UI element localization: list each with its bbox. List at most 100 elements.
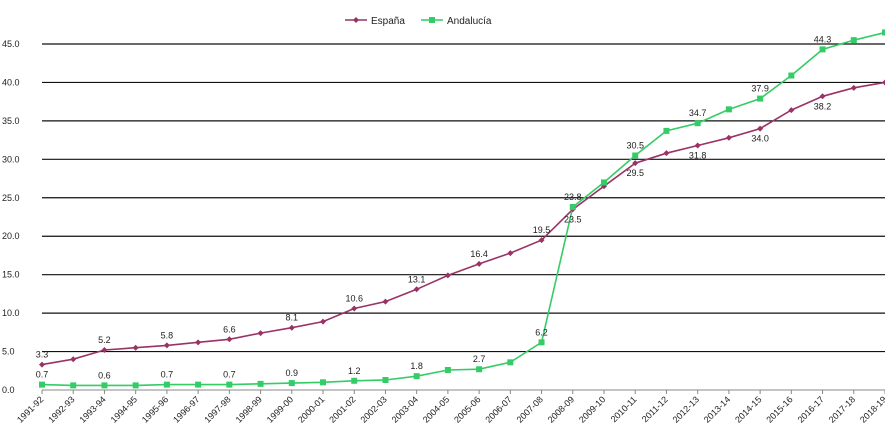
data-point-diamond: [70, 356, 77, 363]
y-tick-label: 20.0: [2, 231, 20, 241]
data-point-diamond: [819, 93, 826, 100]
data-label: 23.5: [564, 214, 582, 224]
data-point-square: [39, 381, 45, 388]
data-point-diamond: [288, 324, 295, 331]
series-lines: [41, 31, 885, 387]
x-tick-label: 2005-06: [452, 394, 482, 424]
data-label: 5.8: [161, 330, 174, 340]
data-point-square: [257, 380, 264, 387]
x-tick-label: 1996-97: [171, 394, 201, 424]
x-tick-label: 1993-94: [77, 394, 107, 424]
x-tick-label: 1992-93: [46, 394, 76, 424]
x-tick-label: 2003-04: [390, 394, 420, 424]
data-point-square: [632, 152, 639, 159]
x-tick-label: 1998-99: [234, 394, 264, 424]
x-tick-label: 2011-12: [640, 394, 670, 424]
x-tick-label: 2018-19: [858, 394, 885, 424]
data-label: 2.7: [473, 354, 486, 364]
data-point-square: [132, 382, 139, 389]
x-tick-label: 2001-02: [327, 394, 357, 424]
data-point-diamond: [444, 272, 451, 279]
x-tick-label: 2010-11: [609, 394, 639, 424]
data-point-square: [351, 377, 358, 384]
data-point-diamond: [413, 286, 420, 293]
data-label: 0.7: [161, 370, 174, 380]
data-point-diamond: [850, 84, 857, 91]
data-point-diamond: [507, 250, 514, 257]
data-point-square: [70, 382, 77, 389]
data-label: 16.4: [470, 249, 488, 259]
x-tick-label: 2008-09: [546, 394, 576, 424]
x-axis: 1991-92 1992-93 1993-94 1994-95 1995-96 1996-…: [15, 390, 885, 425]
data-point-square: [320, 379, 326, 386]
data-label: 29.5: [626, 168, 644, 178]
y-tick-label: 5.0: [2, 347, 15, 357]
x-tick-label: 2000-01: [296, 394, 326, 424]
legend-label: España: [371, 16, 405, 27]
data-label: 1.2: [348, 366, 361, 376]
data-label: 8.1: [286, 313, 299, 323]
data-point-diamond: [476, 260, 483, 267]
data-point-diamond: [725, 134, 732, 141]
data-point-square: [507, 359, 514, 366]
data-label: 1.8: [410, 361, 423, 371]
data-point-square: [538, 339, 545, 346]
data-point-diamond: [320, 318, 326, 325]
x-tick-label: 1991-92: [15, 394, 45, 424]
data-point-square: [850, 37, 857, 44]
x-tick-label: 2016-17: [796, 394, 826, 424]
data-label: 19.5: [533, 225, 551, 235]
data-point-square: [101, 382, 108, 389]
data-point-diamond: [257, 330, 264, 337]
data-point-square: [694, 120, 701, 127]
data-label: 0.9: [286, 368, 299, 378]
data-point-diamond: [663, 150, 670, 157]
data-label: 6.6: [223, 324, 236, 334]
data-label: 5.2: [98, 335, 111, 345]
data-label: 37.9: [751, 84, 769, 94]
x-tick-label: 2002-03: [358, 394, 388, 424]
data-point-diamond: [788, 107, 795, 114]
data-point-square: [601, 179, 607, 186]
data-labels: 3.3 5.2 5.8 6.6 8.1 10.6 13.1 16.4 19.5 23.5 29.5 3…: [36, 34, 832, 380]
x-tick-label: 2013-14: [702, 394, 732, 424]
data-point-square: [819, 46, 826, 53]
x-tick-label: 1995-96: [140, 394, 170, 424]
data-point-diamond: [538, 237, 545, 244]
legend-label: Andalucía: [447, 16, 492, 27]
series-markers: [39, 29, 885, 389]
data-point-diamond: [101, 347, 108, 354]
data-point-square: [226, 381, 233, 388]
data-point-diamond: [382, 298, 389, 305]
data-point-square: [163, 381, 170, 388]
y-axis: 0.0 5.0 10.0 15.0 20.0 25.0 30.0 35.0 40.0 45.0: [2, 39, 20, 395]
data-point-diamond: [39, 361, 45, 368]
data-label: 34.0: [751, 134, 769, 144]
data-label: 0.6: [98, 370, 111, 380]
y-tick-label: 10.0: [2, 308, 20, 318]
x-tick-label: 2006-07: [483, 394, 513, 424]
data-point-diamond: [757, 125, 764, 132]
data-point-diamond: [195, 339, 202, 346]
data-point-diamond: [226, 336, 233, 343]
data-point-square: [725, 106, 732, 113]
y-tick-label: 45.0: [2, 39, 20, 49]
data-label: 23.8: [564, 192, 582, 202]
y-tick-label: 15.0: [2, 270, 20, 280]
y-tick-label: 35.0: [2, 116, 20, 126]
series-line-1: [41, 81, 885, 366]
data-point-square: [444, 367, 451, 374]
x-tick-label: 2017-18: [827, 394, 857, 424]
data-point-square: [663, 127, 670, 134]
data-point-square: [382, 377, 389, 384]
data-point-diamond: [163, 342, 170, 349]
legend-marker-diamond: [353, 17, 359, 23]
data-point-diamond: [632, 160, 639, 167]
y-tick-label: 25.0: [2, 193, 20, 203]
series-line-2: [41, 31, 885, 387]
data-point-square: [195, 381, 202, 388]
chart-legend: España Andalucía: [345, 16, 492, 27]
y-tick-label: 40.0: [2, 77, 20, 87]
data-label: 10.6: [345, 293, 363, 303]
